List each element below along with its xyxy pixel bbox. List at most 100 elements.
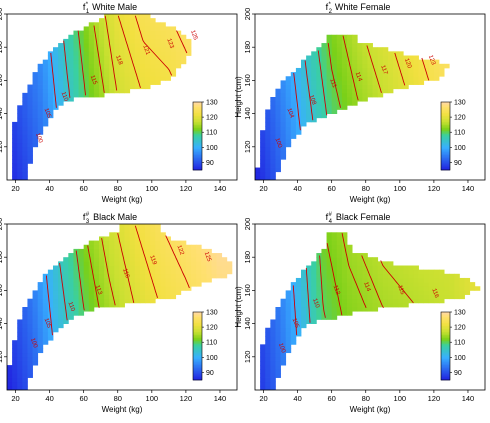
- heat-cell: [265, 365, 271, 370]
- heat-cell: [119, 228, 125, 233]
- heat-cell: [32, 340, 39, 345]
- heat-cell: [306, 67, 312, 73]
- colorbar-cell: [441, 109, 450, 112]
- heat-cell: [270, 121, 276, 127]
- colorbar-cell: [193, 357, 202, 360]
- heat-cell: [58, 319, 64, 324]
- heat-cell: [311, 319, 317, 324]
- colorbar-tick-label: 100: [206, 145, 218, 152]
- heat-cell: [255, 175, 261, 180]
- heat-cell: [201, 261, 207, 266]
- heat-cell: [145, 22, 151, 27]
- heat-cell: [295, 67, 302, 73]
- heat-cell: [295, 307, 302, 312]
- heat-cell: [27, 134, 33, 139]
- heat-cell: [129, 298, 136, 304]
- heat-cell: [341, 88, 348, 94]
- heat-cell: [37, 331, 44, 337]
- heat-cell: [37, 88, 44, 94]
- contour-label: 110: [60, 91, 69, 103]
- heat-cell: [139, 47, 146, 52]
- heat-cell: [134, 244, 141, 250]
- heat-cell: [104, 290, 110, 295]
- heat-cell: [336, 84, 343, 90]
- heat-cell: [336, 307, 343, 312]
- colorbar-cell: [193, 349, 202, 352]
- colorbar-cell: [193, 340, 202, 343]
- heat-cell: [290, 331, 297, 337]
- heat-cell: [114, 286, 120, 291]
- heat-cell: [139, 18, 146, 23]
- heat-cell: [265, 138, 271, 144]
- heat-cell: [27, 159, 33, 164]
- colorbar-cell: [193, 312, 202, 314]
- colorbar-cell: [193, 129, 202, 132]
- heat-cell: [99, 290, 105, 295]
- colorbar-cell: [441, 163, 450, 166]
- heat-cell: [280, 92, 287, 98]
- heat-cell: [326, 244, 333, 250]
- heat-cell: [321, 290, 327, 295]
- heat-cell: [145, 261, 151, 266]
- heat-cell: [88, 92, 95, 98]
- heat-cell: [104, 51, 110, 56]
- heat-cell: [311, 290, 317, 295]
- heat-cell: [285, 121, 292, 127]
- heat-cell: [387, 273, 394, 279]
- heat-cell: [341, 277, 348, 283]
- heat-cell: [145, 244, 151, 250]
- heat-cell: [321, 269, 327, 275]
- heat-cell: [78, 80, 85, 85]
- heat-cell: [270, 381, 276, 387]
- heat-cell: [321, 51, 327, 56]
- heat-cell: [393, 282, 399, 287]
- heat-cell: [93, 80, 100, 85]
- x-tick-label: 80: [114, 184, 122, 193]
- heat-cell: [83, 59, 90, 65]
- heat-cell: [124, 265, 131, 271]
- heat-cell: [285, 302, 292, 308]
- x-tick-label: 20: [11, 394, 19, 403]
- colorbar-cell: [441, 132, 450, 135]
- heat-cell: [119, 43, 125, 48]
- heat-cell: [301, 282, 307, 287]
- heat-cell: [47, 302, 54, 308]
- colorbar-cell: [193, 327, 202, 329]
- heat-cell: [433, 76, 440, 81]
- x-tick-label: 60: [327, 394, 335, 403]
- heat-cell: [37, 323, 44, 329]
- heat-cell: [37, 302, 44, 308]
- heat-cell: [377, 92, 384, 98]
- heat-cell: [12, 373, 18, 378]
- heat-cell: [88, 63, 95, 69]
- heat-cell: [37, 336, 44, 341]
- contour-line: [366, 45, 382, 93]
- contour-label: 105: [43, 108, 52, 120]
- colorbar-cell: [441, 364, 450, 367]
- heat-cell: [265, 142, 271, 148]
- heat-cell: [454, 273, 460, 279]
- y-tick-label: 200: [0, 8, 4, 21]
- heat-cell: [331, 97, 338, 102]
- contour-line: [59, 262, 68, 321]
- heat-cell: [280, 311, 287, 316]
- heat-cell: [78, 261, 85, 266]
- heat-cell: [265, 381, 271, 387]
- heat-cell: [357, 302, 363, 308]
- heat-cell: [196, 261, 202, 266]
- heat-cell: [270, 167, 276, 173]
- heat-cell: [114, 244, 120, 250]
- heat-cell: [17, 373, 23, 378]
- y-tick-label: 140: [243, 317, 252, 330]
- heat-cell: [165, 265, 171, 271]
- heat-cell: [139, 55, 146, 61]
- heat-cell: [326, 261, 333, 266]
- heat-cell: [459, 277, 465, 283]
- colorbar-cell: [441, 367, 450, 370]
- heat-cell: [260, 373, 266, 378]
- heat-cell: [265, 146, 271, 152]
- heat-cell: [155, 265, 161, 271]
- heat-cell: [42, 273, 49, 279]
- heat-cell: [270, 373, 276, 378]
